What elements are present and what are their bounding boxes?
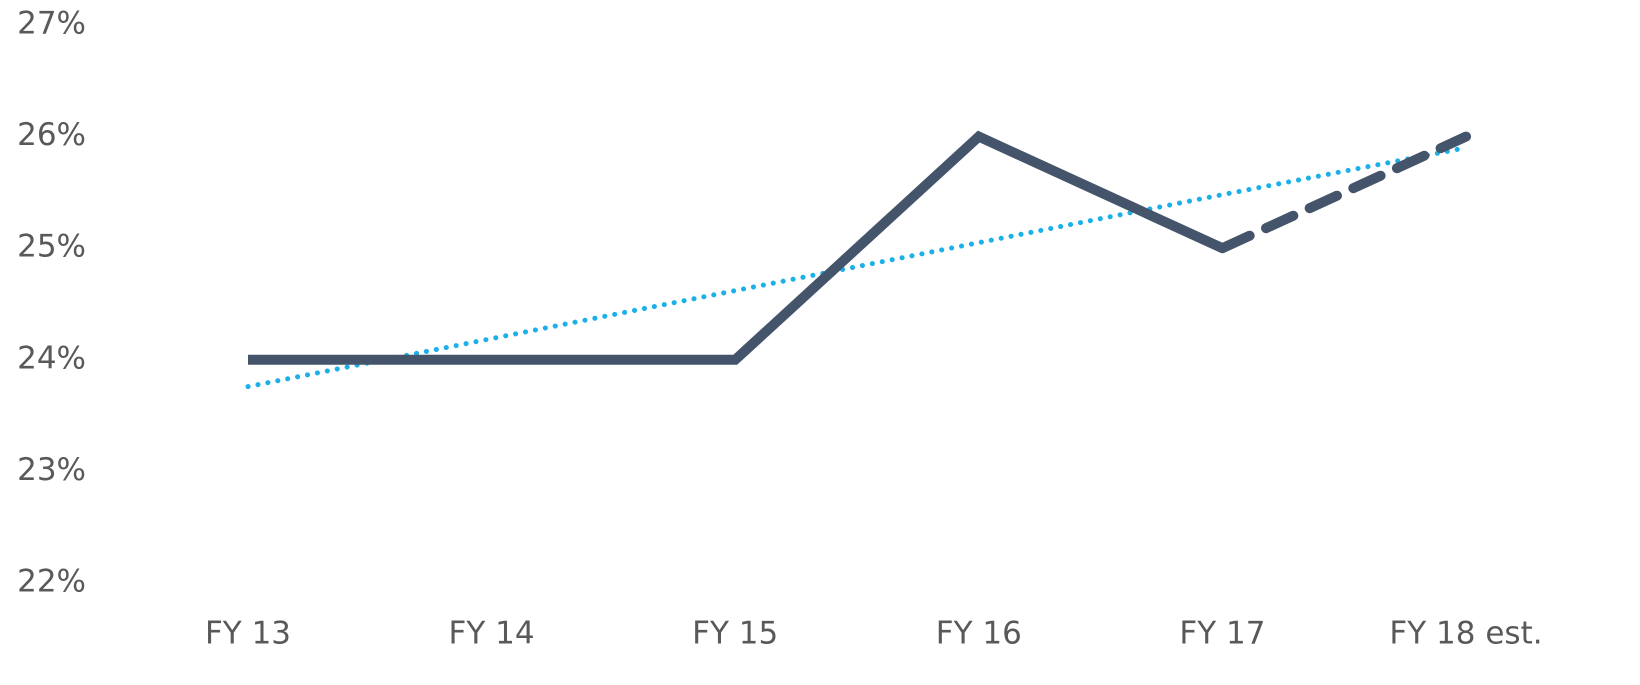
x-tick-label: FY 17 [1179,616,1265,652]
y-tick-label: 22% [17,564,86,600]
x-tick-label: FY 14 [449,616,535,652]
line-dotted [245,145,1469,390]
x-tick-label: FY 15 [692,616,778,652]
y-tick-label: 27% [17,6,86,42]
y-tick-label: 26% [17,117,86,153]
line-dashed [1217,131,1471,254]
y-tick-label: 25% [17,229,86,265]
x-tick-label: FY 16 [936,616,1022,652]
y-tick-label: 23% [17,452,86,488]
line-solid [248,130,1225,365]
x-tick-label: FY 18 est. [1389,616,1542,652]
y-tick-label: 24% [17,340,86,376]
x-tick-label: FY 13 [205,616,291,652]
